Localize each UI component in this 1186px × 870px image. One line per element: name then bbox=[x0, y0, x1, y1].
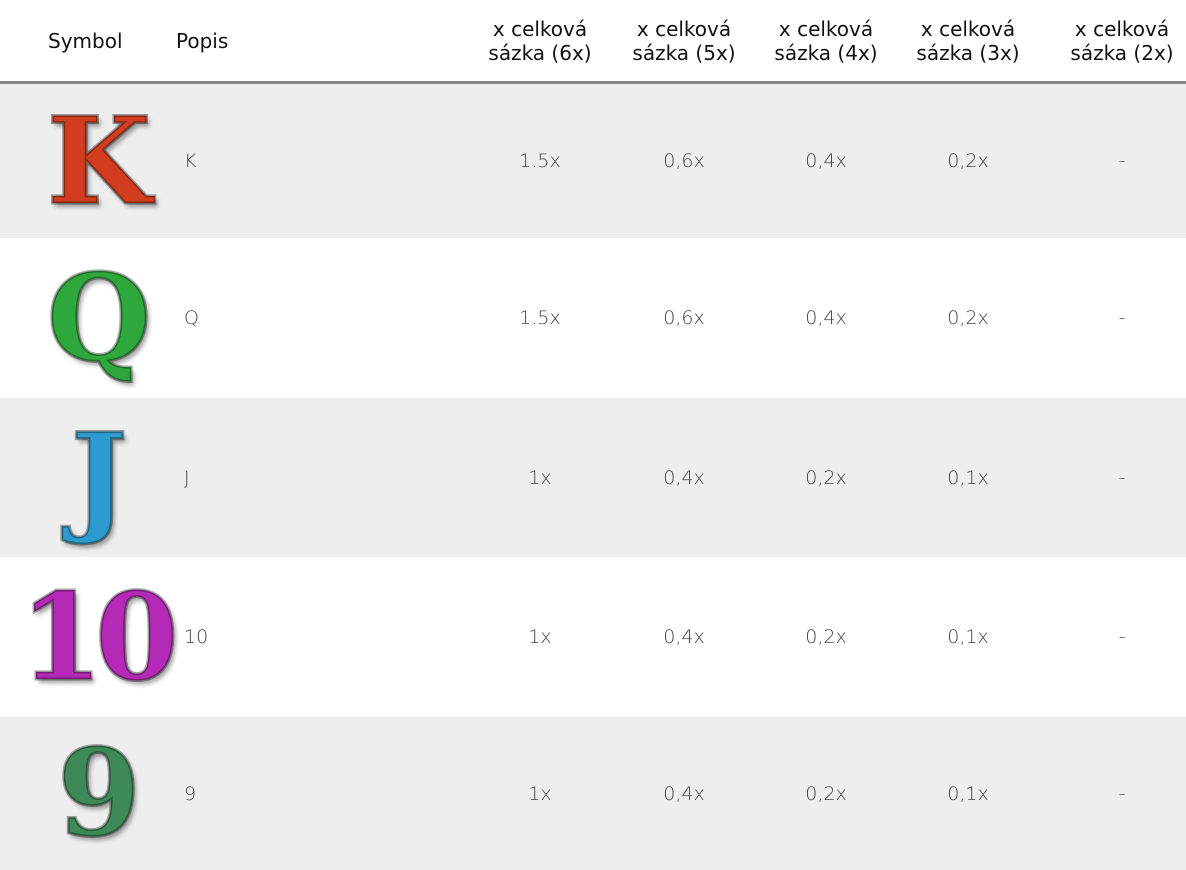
symbol-icon: K bbox=[45, 89, 152, 233]
symbol-icon: 10 bbox=[18, 565, 180, 709]
header-cell: x celková sázka (6x) bbox=[488, 17, 592, 65]
payout: - bbox=[1118, 150, 1126, 172]
payout: - bbox=[1118, 626, 1126, 648]
payout: 1x bbox=[528, 626, 552, 648]
description: 9 bbox=[184, 782, 197, 805]
payout: 0,2x bbox=[805, 466, 847, 489]
description: K bbox=[184, 150, 197, 172]
payout: 0,6x bbox=[663, 150, 705, 172]
payout: 1.5x bbox=[519, 150, 561, 172]
description: J bbox=[184, 466, 190, 489]
payout: 0,2x bbox=[947, 150, 989, 172]
payout: 1x bbox=[528, 782, 552, 805]
payout: 0,2x bbox=[805, 782, 847, 805]
header-rule bbox=[0, 81, 1186, 84]
payout: - bbox=[1118, 466, 1126, 489]
payout: 0,1x bbox=[947, 466, 989, 489]
symbol-icon: J bbox=[69, 406, 129, 550]
header-cell: Popis bbox=[176, 29, 229, 53]
header-cell: x celková sázka (3x) bbox=[916, 17, 1020, 65]
symbol-icon: Q bbox=[45, 246, 153, 390]
header-cell: x celková sázka (2x) bbox=[1070, 17, 1174, 65]
table-row: J J 1x 0,4x 0,2x 0,1x - bbox=[0, 398, 1186, 557]
payout: 1.5x bbox=[519, 307, 561, 329]
payout: - bbox=[1118, 782, 1126, 805]
header-cell: x celková sázka (4x) bbox=[774, 17, 878, 65]
table-row: 10 10 1x 0,4x 0,2x 0,1x - bbox=[0, 557, 1186, 717]
table-row: 9 9 1x 0,4x 0,2x 0,1x - bbox=[0, 717, 1186, 870]
symbol-icon: 9 bbox=[56, 722, 143, 866]
payout: 0,4x bbox=[805, 307, 847, 329]
header-cell: x celková sázka (5x) bbox=[632, 17, 736, 65]
payout: 0,4x bbox=[805, 150, 847, 172]
payout: 0,4x bbox=[663, 626, 705, 648]
payout: - bbox=[1118, 307, 1126, 329]
description: 10 bbox=[184, 626, 209, 648]
payout: 0,2x bbox=[947, 307, 989, 329]
table-row: K K 1.5x 0,6x 0,4x 0,2x - bbox=[0, 84, 1186, 238]
payout: 0,1x bbox=[947, 782, 989, 805]
payout: 0,4x bbox=[663, 782, 705, 805]
payout: 0,4x bbox=[663, 466, 705, 489]
payout: 0,1x bbox=[947, 626, 989, 648]
table-row: Q Q 1.5x 0,6x 0,4x 0,2x - bbox=[0, 238, 1186, 398]
description: Q bbox=[184, 307, 199, 329]
payout: 1x bbox=[528, 466, 552, 489]
payout: 0,2x bbox=[805, 626, 847, 648]
header-cell: Symbol bbox=[48, 29, 123, 53]
payout: 0,6x bbox=[663, 307, 705, 329]
